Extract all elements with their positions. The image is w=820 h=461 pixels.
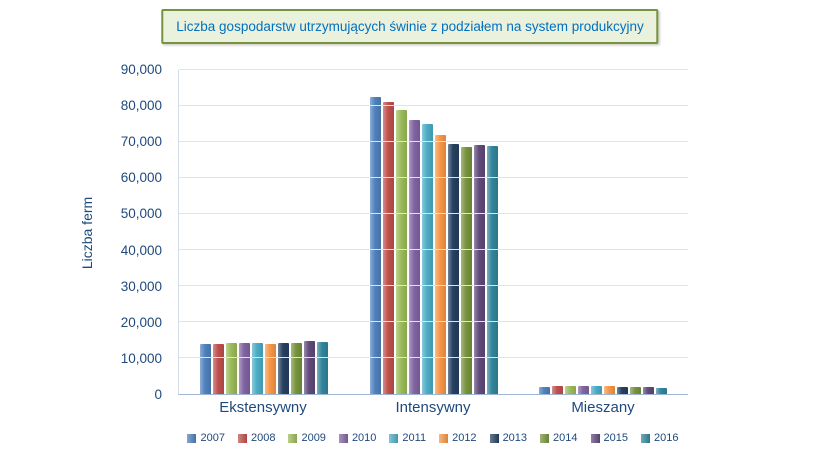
legend-item-2011: 2011 — [389, 432, 426, 444]
bar-group-intensywny — [349, 70, 519, 394]
y-tick-label: 0 — [154, 387, 162, 402]
x-axis-label-mieszany: Mieszany — [571, 399, 635, 416]
gridline — [179, 213, 688, 214]
gridline — [179, 177, 688, 178]
bar-ekstensywny-2010 — [238, 342, 250, 394]
bar-ekstensywny-2015 — [303, 341, 315, 394]
bar-intensywny-2011 — [421, 124, 433, 394]
legend-label-2009: 2009 — [301, 432, 326, 444]
legend-item-2010: 2010 — [338, 432, 377, 444]
bar-groups — [179, 70, 688, 394]
bar-ekstensywny-2011 — [251, 342, 263, 394]
gridline — [179, 321, 688, 323]
y-tick-label: 50,000 — [120, 206, 162, 222]
chart-title: Liczba gospodarstw utrzymujących świnie … — [161, 9, 659, 44]
bar-ekstensywny-2014 — [290, 342, 302, 394]
bar-ekstensywny-2008 — [212, 343, 224, 394]
gridline — [179, 69, 688, 70]
legend-swatch-2008 — [237, 433, 247, 443]
y-tick-label: 40,000 — [120, 242, 162, 258]
bar-ekstensywny-2016 — [316, 341, 328, 394]
y-tick-label: 30,000 — [120, 278, 162, 294]
legend-item-2009: 2009 — [288, 432, 326, 444]
x-axis-label-intensywny: Intensywny — [395, 399, 471, 416]
bar-intensywny-2015 — [473, 144, 485, 394]
legend-label-2010: 2010 — [351, 432, 377, 444]
bar-ekstensywny-2013 — [277, 342, 289, 394]
legend-swatch-2009 — [288, 433, 298, 443]
legend-item-2014: 2014 — [540, 432, 578, 444]
bar-mieszany-2013 — [617, 386, 629, 394]
y-tick-label: 90,000 — [120, 62, 162, 77]
bar-mieszany-2011 — [591, 386, 603, 394]
legend-swatch-2010 — [338, 433, 348, 443]
bar-group-ekstensywny — [179, 70, 349, 394]
bar-ekstensywny-2007 — [199, 343, 211, 394]
legend-swatch-2007 — [187, 433, 197, 443]
legend-swatch-2011 — [389, 433, 399, 443]
gridline — [179, 249, 688, 251]
bar-intensywny-2012 — [434, 134, 446, 394]
y-tick-label: 60,000 — [120, 170, 162, 186]
bar-intensywny-2009 — [395, 109, 407, 394]
legend-swatch-2016 — [641, 433, 651, 443]
x-axis-labels: Ekstensywny Intensywny Mieszany — [178, 399, 688, 416]
legend-swatch-2015 — [590, 433, 600, 443]
y-tick-label: 20,000 — [120, 314, 162, 330]
bar-mieszany-2015 — [643, 387, 655, 394]
bar-group-mieszany — [518, 70, 688, 394]
legend-label-2012: 2012 — [452, 432, 477, 444]
legend-label-2016: 2016 — [654, 432, 679, 444]
plot-area — [178, 69, 688, 395]
legend-label-2007: 2007 — [200, 432, 225, 444]
bar-ekstensywny-2012 — [264, 343, 276, 394]
x-axis-label-ekstensywny: Ekstensywny — [219, 399, 307, 416]
legend-label-2015: 2015 — [603, 432, 629, 444]
y-tick-label: 70,000 — [120, 134, 162, 150]
bar-intensywny-2016 — [486, 145, 498, 394]
legend-swatch-2014 — [540, 433, 550, 443]
bar-mieszany-2014 — [630, 387, 642, 394]
gridline — [179, 285, 688, 286]
legend-item-2013: 2013 — [489, 432, 528, 444]
y-axis-ticks: 0 10,000 20,000 30,000 40,000 50,000 60,000 70,… — [0, 62, 170, 402]
bar-mieszany-2010 — [578, 386, 590, 394]
bar-intensywny-2013 — [447, 143, 459, 394]
legend: 2007 2008 2009 2010 2011 2012 2013 2014 2015 2016 — [178, 432, 688, 444]
legend-item-2012: 2012 — [439, 432, 477, 444]
bar-mieszany-2007 — [539, 386, 551, 394]
legend-item-2007: 2007 — [187, 432, 225, 444]
gridline — [179, 141, 688, 142]
bar-intensywny-2007 — [369, 97, 381, 394]
bar-intensywny-2010 — [408, 120, 420, 394]
legend-label-2008: 2008 — [250, 432, 276, 444]
gridline — [179, 357, 688, 359]
y-tick-label: 80,000 — [120, 98, 162, 114]
legend-label-2014: 2014 — [553, 432, 578, 444]
legend-label-2011: 2011 — [402, 432, 427, 444]
gridline — [179, 105, 688, 107]
bar-intensywny-2008 — [382, 102, 394, 394]
legend-item-2016: 2016 — [641, 432, 679, 444]
legend-item-2015: 2015 — [590, 432, 629, 444]
legend-swatch-2013 — [489, 433, 499, 443]
legend-item-2008: 2008 — [237, 432, 276, 444]
bar-mieszany-2009 — [565, 386, 577, 394]
legend-swatch-2012 — [439, 433, 449, 443]
bar-ekstensywny-2009 — [225, 342, 237, 394]
legend-label-2013: 2013 — [502, 432, 528, 444]
y-tick-label: 10,000 — [120, 350, 162, 366]
bar-mieszany-2016 — [656, 387, 668, 394]
bar-mieszany-2012 — [604, 386, 616, 394]
bar-mieszany-2008 — [552, 386, 564, 394]
bar-intensywny-2014 — [460, 146, 472, 394]
